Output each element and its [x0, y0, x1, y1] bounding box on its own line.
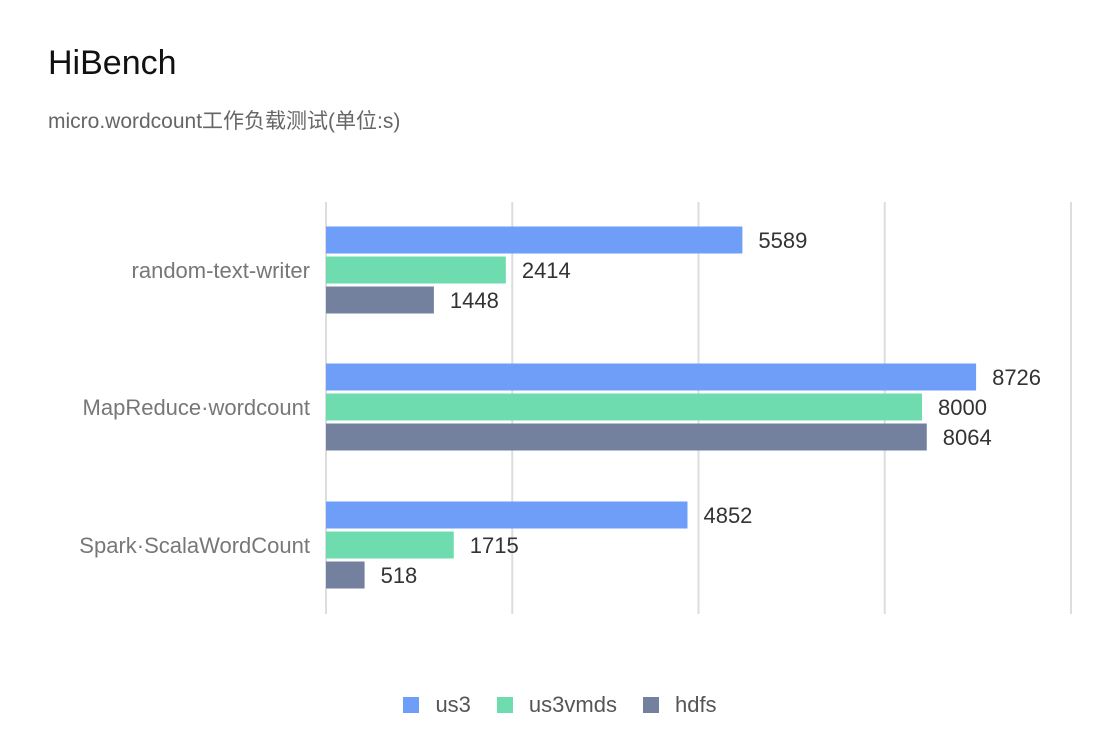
data-label: 8000: [938, 395, 987, 420]
legend-label: hdfs: [674, 692, 717, 717]
bar-hdfs[interactable]: [326, 423, 927, 451]
data-label: 5589: [758, 228, 807, 253]
bar-us3[interactable]: [326, 363, 977, 391]
legend-item-us3vmds[interactable]: us3vmds: [496, 692, 617, 718]
chart-subtitle: micro.wordcount工作负载测试(单位:s): [48, 110, 401, 133]
bar-us3vmds[interactable]: [326, 256, 506, 284]
data-label: 8064: [943, 425, 992, 450]
data-label: 4852: [703, 503, 752, 528]
bar-us3vmds[interactable]: [326, 393, 922, 421]
category-label: random-text-writer: [132, 258, 310, 283]
legend-swatch: [403, 697, 420, 713]
legend-swatch: [642, 697, 659, 713]
bar-hdfs[interactable]: [326, 286, 434, 314]
legend-label: us3: [435, 692, 471, 717]
data-label: 1715: [470, 533, 519, 558]
bar-us3[interactable]: [326, 226, 743, 254]
bar-us3[interactable]: [326, 501, 688, 529]
category-label: Spark·ScalaWordCount: [79, 533, 310, 558]
chart-legend: us3 us3vmds hdfs: [0, 692, 1120, 718]
legend-item-us3[interactable]: us3: [403, 692, 471, 718]
data-label: 1448: [450, 288, 499, 313]
bar-hdfs[interactable]: [326, 561, 365, 589]
legend-swatch: [496, 697, 513, 713]
chart-title: HiBench: [48, 44, 177, 82]
category-label: MapReduce·wordcount: [83, 395, 310, 420]
bar-us3vmds[interactable]: [326, 531, 454, 559]
data-label: 518: [381, 563, 418, 588]
legend-item-hdfs[interactable]: hdfs: [642, 692, 717, 718]
legend-label: us3vmds: [528, 692, 617, 717]
data-label: 2414: [522, 258, 571, 283]
data-label: 8726: [992, 365, 1041, 390]
